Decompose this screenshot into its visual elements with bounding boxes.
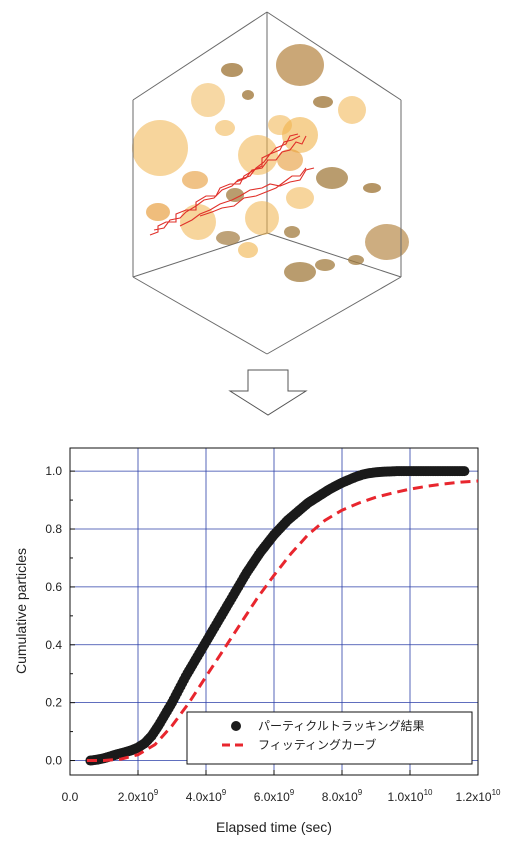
particle-spheres — [132, 44, 409, 282]
data-series — [85, 466, 479, 766]
y-tick-label: 0.6 — [45, 580, 62, 594]
grid-lines — [70, 448, 478, 775]
y-tick-label: 0.4 — [45, 638, 62, 652]
y-tick-label: 1.0 — [45, 464, 62, 478]
y-tick-label: 0.0 — [45, 754, 62, 768]
legend-marker-points — [231, 721, 241, 731]
x-tick-label: 2.0x109 — [118, 788, 159, 804]
cube-front-edges — [132, 11, 402, 355]
axis-ticks: 0.0 2.0x109 4.0x109 6.0x109 8.0x109 1.0x1010 1… — [45, 464, 501, 804]
legend-label-points: パーティクルトラッキング結果 — [258, 719, 425, 733]
x-tick-label: 8.0x109 — [322, 788, 363, 804]
legend-label-fit: フィッティングカーブ — [258, 737, 376, 752]
y-tick-label: 0.2 — [45, 696, 62, 710]
x-tick-label: 4.0x109 — [186, 788, 227, 804]
down-arrow-icon — [228, 369, 308, 416]
particle-paths — [149, 133, 315, 236]
series-fitting-curve — [87, 479, 479, 762]
x-tick-label: 0.0 — [62, 790, 79, 804]
cube-illustration — [132, 11, 409, 355]
data-point — [459, 466, 470, 477]
x-tick-label: 6.0x109 — [254, 788, 295, 804]
legend: パーティクルトラッキング結果 フィッティングカーブ — [186, 711, 473, 765]
x-tick-label: 1.0x1010 — [388, 788, 433, 804]
cube-back-edges — [132, 12, 402, 278]
legend-box — [186, 711, 473, 765]
y-tick-label: 0.8 — [45, 522, 62, 536]
x-axis-title: Elapsed time (sec) — [216, 819, 332, 835]
x-tick-label: 1.2x1010 — [456, 788, 501, 804]
y-axis-title: Cumulative particles — [13, 548, 29, 674]
